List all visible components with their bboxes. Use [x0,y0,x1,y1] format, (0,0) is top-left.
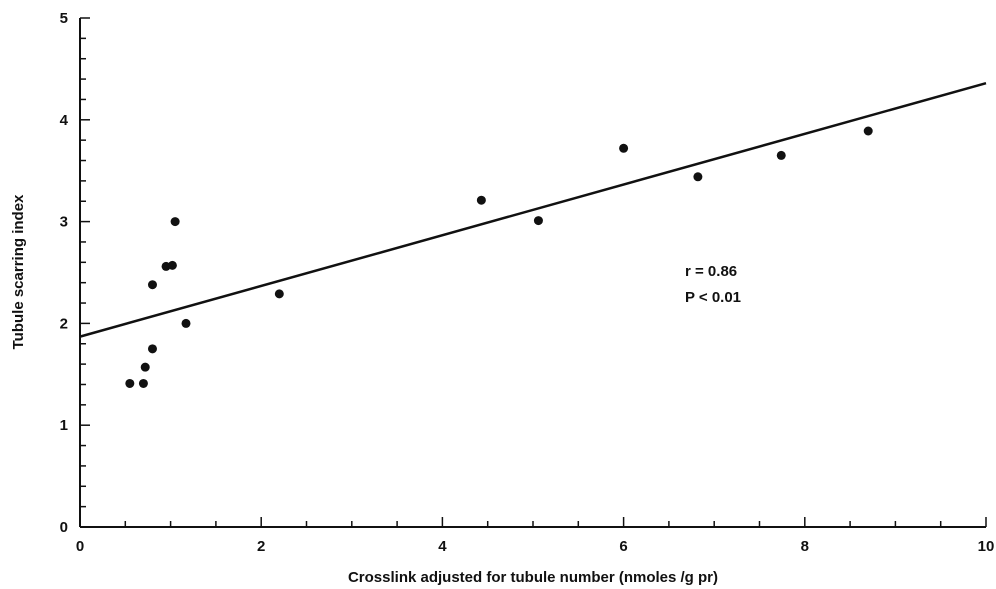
data-point [619,143,629,153]
data-point [167,260,177,270]
data-point [138,378,148,388]
x-tick-label: 10 [978,538,995,555]
annotation-p: P < 0.01 [685,289,741,306]
y-tick-label: 0 [60,519,68,536]
x-tick-label: 6 [619,538,627,555]
data-point [476,195,486,205]
x-tick-label: 2 [257,538,265,555]
data-point [693,172,703,182]
y-tick-label: 1 [60,417,68,434]
data-point [776,150,786,160]
x-tick-label: 0 [76,538,84,555]
y-tick-label: 5 [60,10,68,27]
data-point [181,318,191,328]
y-tick-label: 3 [60,214,68,231]
y-axis-label: Tubule scarring index [10,194,27,349]
data-point [533,216,543,226]
data-point [125,378,135,388]
x-tick-label: 8 [801,538,809,555]
data-point [274,289,284,299]
y-tick-label: 2 [60,315,68,332]
x-tick-label: 4 [438,538,447,555]
axis-ticks [79,17,987,528]
data-point [863,126,873,136]
data-point [170,217,180,227]
data-point [140,362,150,372]
x-axis-label: Crosslink adjusted for tubule number (nm… [348,569,718,586]
data-points [125,126,873,388]
tick-labels: 0 2 4 6 8 10 0 1 2 3 4 5 [60,10,995,555]
y-tick-label: 4 [60,112,69,129]
regression-line [79,81,987,338]
data-point [147,344,157,354]
axes [79,18,986,528]
annotation-r: r = 0.86 [685,263,737,280]
data-point [147,280,157,290]
